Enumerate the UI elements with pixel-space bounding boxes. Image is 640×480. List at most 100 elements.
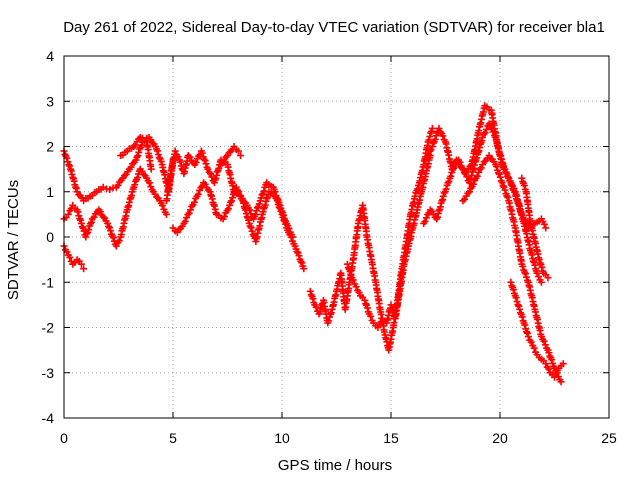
data-point <box>298 259 306 267</box>
x-tick-label: 5 <box>169 430 177 446</box>
data-point <box>548 356 556 364</box>
data-point <box>134 152 142 160</box>
data-point <box>501 186 509 194</box>
data-point <box>157 157 165 165</box>
data-point <box>361 296 369 304</box>
data-point <box>363 304 371 312</box>
data-point <box>355 288 363 296</box>
data-point <box>198 149 206 157</box>
data-point <box>220 213 228 221</box>
data-point <box>65 161 73 169</box>
data-point <box>508 181 516 189</box>
data-point <box>185 209 193 217</box>
data-point <box>147 165 155 173</box>
data-point <box>421 218 429 226</box>
data-point <box>82 233 90 241</box>
data-point <box>476 165 484 173</box>
data-point <box>435 124 443 132</box>
data-point <box>504 173 512 181</box>
data-point <box>326 310 334 318</box>
data-point <box>300 265 308 273</box>
data-point <box>235 188 243 196</box>
y-tick-label: 1 <box>46 184 54 200</box>
data-point <box>439 192 447 200</box>
data-point <box>280 216 288 224</box>
data-point <box>236 191 244 199</box>
data-point <box>493 163 501 171</box>
data-point <box>159 202 167 210</box>
x-tick-label: 15 <box>383 430 399 446</box>
data-point <box>518 174 526 182</box>
data-point <box>510 286 518 294</box>
data-point <box>204 165 212 173</box>
data-point <box>133 174 141 182</box>
data-point <box>459 197 467 205</box>
data-point <box>367 312 375 320</box>
data-point <box>153 147 161 155</box>
data-point <box>107 227 115 235</box>
data-point <box>184 211 192 219</box>
data-point <box>473 172 481 180</box>
x-tick-label: 10 <box>274 430 290 446</box>
data-point <box>439 132 447 140</box>
data-point <box>527 338 535 346</box>
data-point <box>346 268 354 276</box>
data-point <box>162 210 170 218</box>
data-point <box>190 198 198 206</box>
data-point <box>542 360 550 368</box>
data-point <box>253 204 261 212</box>
data-point <box>327 309 335 317</box>
data-point <box>112 242 120 250</box>
data-point <box>352 283 360 291</box>
data-point <box>228 197 236 205</box>
data-point <box>66 162 74 170</box>
data-point <box>176 158 184 166</box>
chart-title: Day 261 of 2022, Sidereal Day-to-day VTE… <box>63 19 605 36</box>
axis-ticks <box>63 55 610 419</box>
data-point <box>507 278 515 286</box>
data-point <box>523 328 531 336</box>
data-point <box>481 129 489 137</box>
data-point <box>200 155 208 163</box>
data-point <box>422 214 430 222</box>
data-point <box>445 177 453 185</box>
data-point <box>287 233 295 241</box>
data-point <box>77 260 85 268</box>
data-point <box>78 223 86 231</box>
data-point <box>86 220 94 228</box>
data-point <box>131 181 139 189</box>
x-tick-label: 25 <box>601 430 617 446</box>
data-point <box>135 148 143 156</box>
data-point <box>309 295 317 303</box>
data-point <box>206 170 214 178</box>
data-point <box>129 160 137 168</box>
data-point <box>377 318 385 326</box>
data-point <box>477 164 485 172</box>
data-point <box>465 188 473 196</box>
data-point <box>461 195 469 203</box>
data-point <box>440 189 448 197</box>
data-point <box>109 234 117 242</box>
data-point <box>523 329 531 337</box>
data-point <box>186 206 194 214</box>
data-point <box>533 269 541 277</box>
data-point <box>197 184 205 192</box>
data-point <box>524 333 532 341</box>
data-point <box>325 317 333 325</box>
y-tick-label: 3 <box>46 93 54 109</box>
data-point <box>80 265 88 273</box>
data-point <box>540 337 548 345</box>
y-tick-label: 4 <box>46 48 54 64</box>
data-point <box>515 302 523 310</box>
data-point <box>99 213 107 221</box>
data-point <box>87 218 95 226</box>
data-point <box>447 172 455 180</box>
data-point <box>275 203 283 211</box>
data-point <box>424 150 432 158</box>
data-point <box>494 169 502 177</box>
data-point <box>520 182 528 190</box>
data-point <box>295 252 303 260</box>
data-point <box>545 365 553 373</box>
data-point <box>426 133 434 141</box>
